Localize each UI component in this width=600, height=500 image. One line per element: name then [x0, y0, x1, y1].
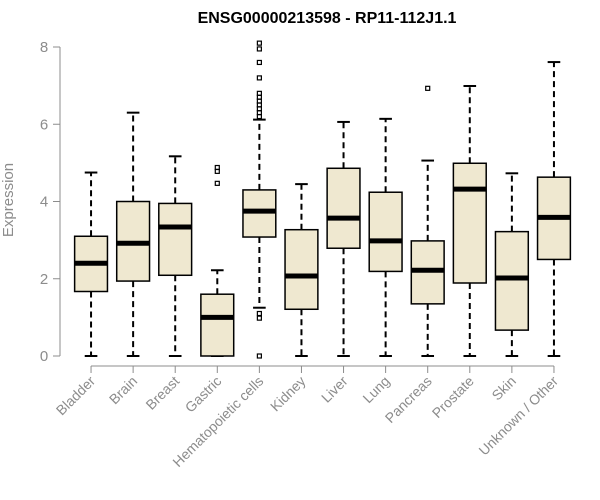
- box-11: [494, 172, 530, 357]
- iqr-box: [494, 230, 530, 331]
- x-tick-label: Bladder: [53, 373, 99, 419]
- x-tick-label: Unknown / Other: [475, 373, 561, 459]
- outlier-point: [256, 90, 262, 96]
- x-tick-label: Breast: [142, 373, 182, 413]
- chart-title: ENSG00000213598 - RP11-112J1.1: [198, 10, 457, 27]
- outlier-point: [256, 353, 262, 359]
- box-3: [158, 155, 193, 357]
- x-tick-label: Liver: [318, 373, 351, 406]
- box-10: [452, 85, 487, 357]
- outlier-point: [256, 59, 262, 66]
- y-tick-label: 6: [40, 116, 48, 133]
- y-tick-label: 2: [40, 271, 48, 288]
- outlier-point: [425, 85, 431, 91]
- iqr-box: [368, 191, 403, 273]
- iqr-box: [452, 162, 487, 284]
- box-4: [200, 164, 235, 357]
- iqr-box: [158, 202, 193, 277]
- x-tick-label: Skin: [488, 373, 519, 404]
- outlier-point: [256, 315, 262, 321]
- box-6: [284, 183, 319, 357]
- y-axis-label: Expression: [0, 163, 17, 237]
- y-tick-label: 4: [40, 194, 48, 211]
- outlier-point: [256, 46, 262, 52]
- x-tick-label: Lung: [359, 373, 392, 406]
- box-5: [242, 40, 277, 359]
- y-axis: 0 2 4 6 8: [40, 39, 61, 365]
- y-tick-label: 8: [40, 39, 48, 56]
- outlier-point: [214, 164, 220, 171]
- outlier-point: [256, 40, 262, 46]
- box-12: [536, 61, 572, 357]
- outlier-point: [256, 310, 262, 317]
- outlier-point: [214, 180, 220, 186]
- x-tick-label: Kidney: [267, 373, 309, 415]
- box-2: [115, 111, 151, 357]
- x-tick-label: Prostate: [429, 373, 477, 421]
- boxes-group: [73, 40, 572, 359]
- iqr-box: [200, 293, 235, 357]
- box-8: [368, 117, 403, 357]
- x-tick-label: Pancreas: [382, 373, 435, 426]
- box-7: [326, 120, 361, 357]
- iqr-box: [284, 228, 319, 311]
- iqr-box: [326, 167, 361, 249]
- x-tick-label: Brain: [106, 373, 140, 407]
- outlier-point: [256, 75, 262, 81]
- box-9: [410, 85, 445, 357]
- y-tick-label: 0: [40, 348, 48, 365]
- box-1: [73, 171, 109, 357]
